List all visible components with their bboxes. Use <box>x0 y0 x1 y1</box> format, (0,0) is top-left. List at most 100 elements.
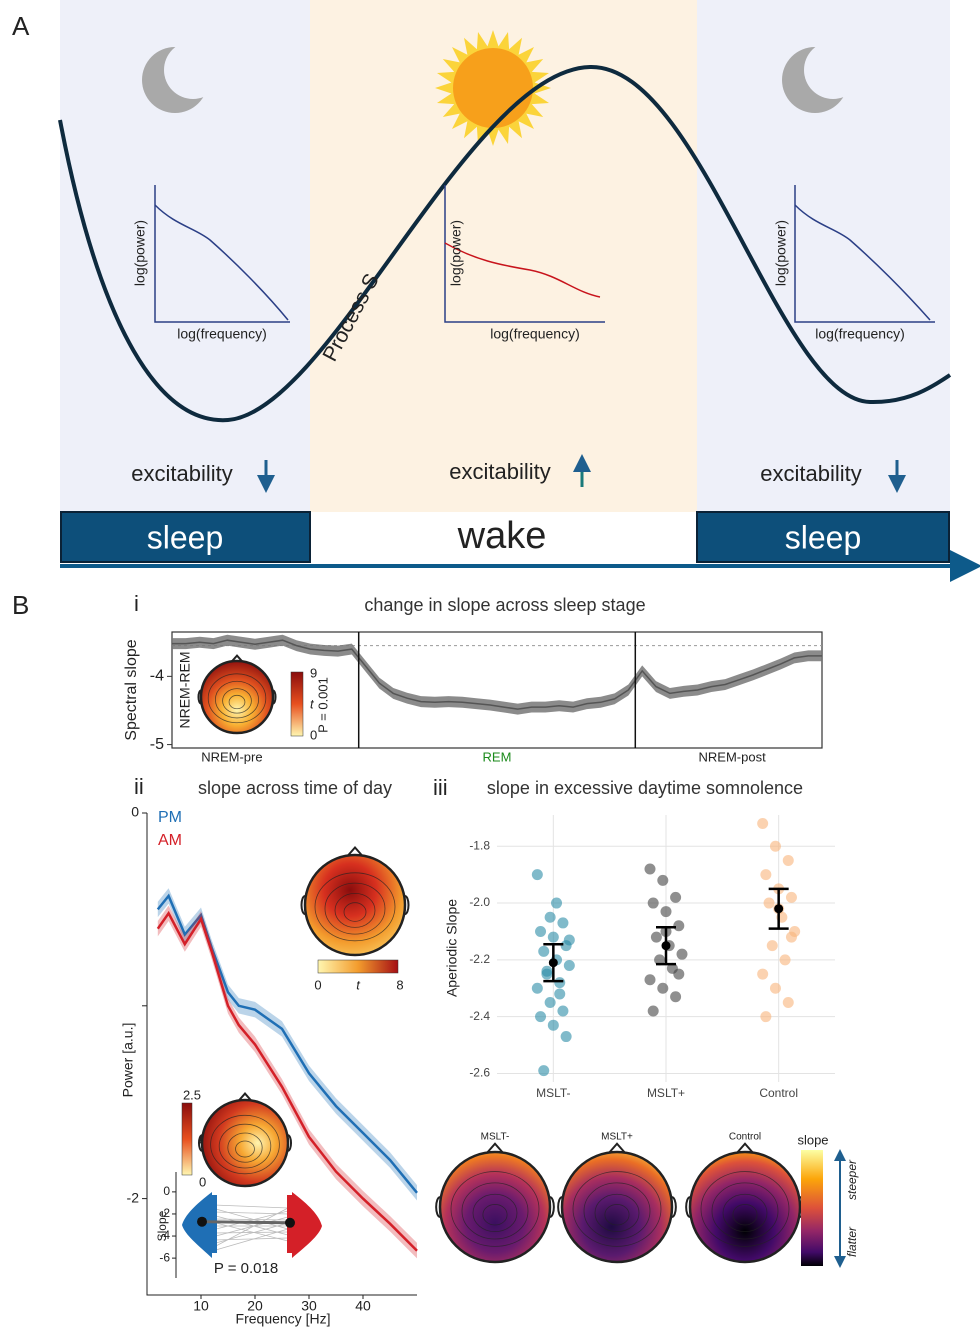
scatter-point <box>770 841 781 852</box>
scatter-point <box>548 1020 559 1031</box>
scatter-point <box>564 934 575 945</box>
y-tick-label: -5 <box>150 736 164 753</box>
scatter-point <box>535 926 546 937</box>
scatter-point <box>551 898 562 909</box>
scatter-point <box>767 940 778 951</box>
topomap-label: Control <box>729 1132 761 1143</box>
scatter-point <box>557 1005 568 1016</box>
figure: A Process S log(power) log(frequency) lo… <box>0 0 980 1329</box>
scatter-point <box>786 932 797 943</box>
scatter-point <box>673 920 684 931</box>
x-tick-label: MSLT+ <box>647 1086 685 1100</box>
x-tick-label: 40 <box>355 1298 371 1314</box>
state-label: sleep <box>147 519 224 555</box>
scatter-point <box>535 1011 546 1022</box>
chart-title: slope in excessive daytime somnolence <box>487 778 803 798</box>
scatter-point <box>651 932 662 943</box>
violin <box>292 1192 322 1258</box>
scatter-point <box>645 974 656 985</box>
scatter-point <box>541 966 552 977</box>
scatter-point <box>532 869 543 880</box>
topomap <box>562 1152 672 1262</box>
p-value: P = 0.018 <box>214 1260 278 1277</box>
inset-x-label: log(frequency) <box>490 326 580 342</box>
colorbar-tick-label: 8 <box>396 977 403 992</box>
scatter-point <box>764 898 775 909</box>
scatter-point <box>545 912 556 923</box>
scatter-point <box>670 892 681 903</box>
y-tick-label: -4 <box>150 668 164 685</box>
stage-label: NREM-pre <box>201 749 262 764</box>
y-tick-label: -2.2 <box>469 952 490 966</box>
mean-dot <box>197 1217 207 1227</box>
paired-line <box>214 1208 288 1247</box>
inset-x-label: log(frequency) <box>815 326 905 342</box>
paired-line <box>214 1205 288 1208</box>
colorbar-tick-label: 0 <box>199 1174 206 1189</box>
scatter-point <box>760 869 771 880</box>
colorbar <box>801 1150 823 1266</box>
x-tick-label: Control <box>759 1086 798 1100</box>
y-tick-label: -2.4 <box>469 1009 490 1023</box>
x-tick-label: 10 <box>193 1298 209 1314</box>
scatter-point <box>538 946 549 957</box>
inset-x-label: log(frequency) <box>177 326 267 342</box>
scatter-point <box>564 960 575 971</box>
inset-y-label: log(power) <box>773 220 789 286</box>
y-tick-label: -2.0 <box>469 895 490 909</box>
topomap <box>202 1100 288 1186</box>
excitability-label: excitability <box>449 459 550 484</box>
topomap <box>305 855 405 955</box>
x-tick-label: 30 <box>301 1298 317 1314</box>
mean-dot <box>774 904 783 913</box>
topomap <box>440 1152 550 1262</box>
y-axis-label: Power [a.u.] <box>120 1023 136 1098</box>
state-label: wake <box>457 515 547 557</box>
chart-title: change in slope across sleep stage <box>364 595 645 615</box>
topomap <box>201 661 273 733</box>
scatter-point <box>554 977 565 988</box>
excitability-label: excitability <box>760 461 861 486</box>
scatter-point <box>545 997 556 1008</box>
chart-title: slope across time of day <box>198 778 392 798</box>
p-value: P = 0.001 <box>315 677 330 733</box>
x-tick-label: 20 <box>247 1298 263 1314</box>
scatter-point <box>532 983 543 994</box>
rain <box>212 1195 217 1253</box>
colorbar-tick-label: 2.5 <box>183 1087 201 1102</box>
scatter-point <box>780 954 791 965</box>
mean-connector <box>202 1222 290 1223</box>
scatter-point <box>770 983 781 994</box>
scatter-point <box>757 969 768 980</box>
mean-dot <box>549 958 558 967</box>
excitability-label: excitability <box>131 461 232 486</box>
y-axis-label: Aperiodic Slope <box>444 899 460 997</box>
panel-label: A <box>12 11 30 41</box>
stage-label: NREM-post <box>699 749 767 764</box>
subpanel-label: i <box>134 591 139 616</box>
scatter-point <box>661 906 672 917</box>
scatter-point <box>554 988 565 999</box>
scatter-point <box>538 1065 549 1076</box>
subpanel-label: iii <box>433 775 448 800</box>
y-tick-label: -2.6 <box>469 1066 490 1080</box>
scatter-point <box>645 863 656 874</box>
colorbar <box>182 1103 192 1175</box>
state-label: sleep <box>785 519 862 555</box>
scatter-point <box>657 875 668 886</box>
colorbar-low-label: flatter <box>845 1226 859 1257</box>
colorbar-tick-label: 0 <box>314 977 321 992</box>
scatter-point <box>648 898 659 909</box>
y-tick-label: 0 <box>163 1184 170 1198</box>
scatter-point <box>757 818 768 829</box>
mean-dot <box>662 941 671 950</box>
colorbar-title: slope <box>797 1132 828 1147</box>
colorbar-label: t <box>310 696 315 711</box>
contrast-label: NREM-REM <box>177 652 193 729</box>
y-tick-label: -6 <box>159 1250 170 1264</box>
colorbar <box>318 960 398 973</box>
topomap-label: MSLT+ <box>601 1132 633 1143</box>
colorbar <box>291 672 303 736</box>
mean-dot <box>285 1218 295 1228</box>
y-tick-label: -1.8 <box>469 838 490 852</box>
